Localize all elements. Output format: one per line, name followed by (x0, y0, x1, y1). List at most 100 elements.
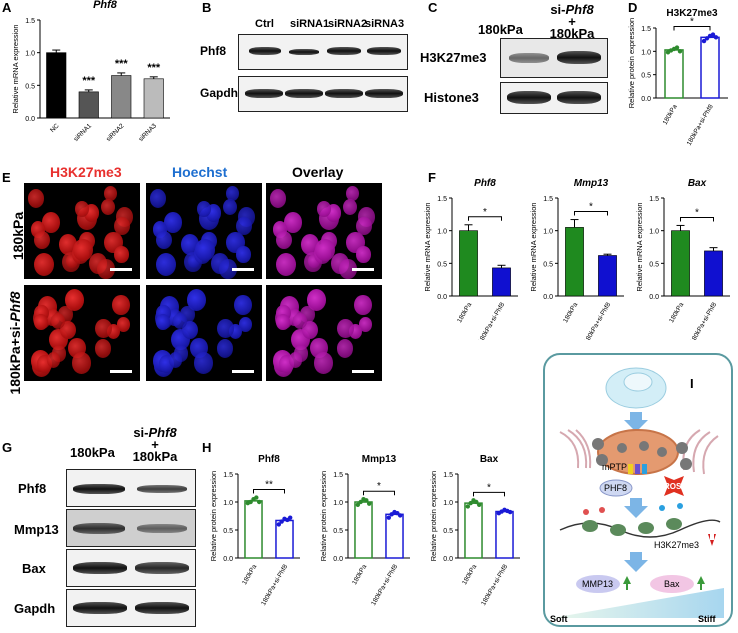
cell-blob (605, 367, 667, 409)
bax-node (650, 575, 694, 593)
ros-label: ROS (664, 482, 682, 491)
chart-d-ytick-label-2: 1.0 (641, 49, 651, 56)
micro-tile-r1-c1 (24, 183, 140, 279)
scale-bar (352, 370, 374, 373)
nucleus (314, 352, 333, 374)
blot-b-col-3: siRNA2 (328, 18, 368, 30)
panel-c-western-blot: 180kPa si-Phf8 +180kPa H3K27me3 Histone3 (420, 0, 610, 130)
chart-f2-bar-1 (598, 255, 617, 297)
nucleus (94, 339, 112, 359)
blot-g-row-2: Mmp13 (14, 522, 59, 537)
channel-hoechst-label: Hoechst (172, 164, 228, 180)
nucleus (112, 295, 130, 316)
scale-bar (110, 268, 132, 271)
panel-d-letter: D (628, 0, 638, 15)
chart-f1-ytick-label-0: 0.0 (437, 294, 447, 301)
chart-a-xlabel-1: siRNA1 (73, 122, 94, 143)
micro-tile-r1-c2 (146, 183, 262, 279)
chart-h2-bar-0 (354, 501, 373, 559)
chart-f2-ytick-label-0: 0.0 (543, 294, 553, 301)
blot-g-strip-3 (66, 549, 196, 587)
chart-h1-ytick-label-0: 0.0 (223, 556, 233, 563)
chart-a-ytick-label-3: 1.5 (25, 18, 35, 25)
chart-h3-title: Bax (480, 454, 499, 465)
chart-f1-bar-0 (459, 230, 478, 297)
micro-tile-r1-c3 (266, 183, 382, 279)
chart-h1-sig-star: ** (265, 480, 273, 491)
blot-c-row-1: H3K27me3 (420, 50, 487, 65)
panel-h-bar-charts: Phf8 0.0 0.5 1.0 1.5 Relative protein express… (209, 454, 520, 607)
chart-d-title: H3K27me3 (666, 8, 718, 19)
chart-f2-xlabel-1: 180kPa+si-Phf8 (583, 301, 612, 340)
chart-a-sig-1: *** (82, 75, 96, 87)
nucleus (354, 295, 372, 316)
nucleus (306, 288, 326, 311)
blot-g-strip-1 (66, 469, 196, 507)
blot-g-row-4: Gapdh (14, 601, 56, 616)
ion-circles (592, 438, 692, 470)
chart-d-ylabel: Relative protein expression (627, 18, 636, 108)
blot-c-col-1: 180kPa (478, 22, 523, 37)
phf8-label: PHF8 (604, 483, 627, 493)
panel-a-bar-chart: Phf8 0.0 0.5 1.0 1.5 Relative mRNA expression… (11, 0, 170, 143)
nucleus (197, 201, 211, 217)
blot-b-strip-2 (238, 76, 408, 112)
nucleus (234, 295, 252, 316)
nucleus (356, 216, 373, 236)
chart-h1-bar-0 (244, 500, 263, 559)
nucleus (186, 288, 206, 311)
chart-h1-xlabel-0: 180kPa (241, 563, 258, 586)
chart-h3-ytick-label-1: 0.5 (443, 528, 453, 535)
chart-d-point-0-3 (674, 45, 680, 50)
chart-a-sig-3: *** (147, 62, 161, 74)
nucleus (156, 230, 172, 249)
chart-f1-ytick-label-3: 1.5 (437, 196, 447, 203)
panel-g-western-blot: 180kPa si-Phf8 +180kPa Phf8 Mmp13 Bax Gap… (0, 425, 200, 630)
chart-f3-xlabel-0: 180kPa (668, 301, 685, 324)
blot-g-strip-4 (66, 589, 196, 627)
chart-h2-ytick-label-2: 1.0 (333, 500, 343, 507)
chart-f2-title: Mmp13 (574, 178, 609, 189)
nucleus (27, 189, 45, 209)
channel-overlay-label: Overlay (292, 164, 344, 180)
blot-g-col-2: si-Phf8 +180kPa (132, 425, 178, 464)
nucleus (216, 339, 234, 359)
chart-a-bar-2 (111, 75, 132, 119)
chart-a-ylabel: Relative mRNA expression (11, 24, 20, 113)
nucleus (75, 201, 89, 217)
chart-d-ytick-label-1: 0.5 (641, 73, 651, 80)
nucleus (34, 230, 50, 249)
chart-h1-point-1-0 (276, 522, 282, 527)
chart-h2-point-0-0 (355, 502, 361, 507)
chart-f3-ytick-label-0: 0.0 (649, 294, 659, 301)
nucleus (42, 212, 60, 233)
phf8-node (599, 479, 633, 497)
nucleus (339, 259, 357, 279)
down-arrow-3 (624, 552, 648, 572)
chart-h1-point-1-4 (287, 515, 293, 520)
scale-bar (352, 268, 374, 271)
nucleus (149, 189, 167, 209)
chart-f1-sig-star: * (483, 207, 487, 218)
chart-h1-title: Phf8 (258, 454, 280, 465)
chart-f2-ytick-label-2: 1.0 (543, 229, 553, 236)
chart-f2-bar-0 (565, 227, 584, 297)
chart-h2-point-1-0 (386, 515, 392, 520)
chart-h2-ylabel: Relative protein expression (319, 471, 328, 561)
chart-d-point-1-3 (710, 32, 716, 37)
nucleus (72, 352, 91, 374)
chart-f2-ylabel: Relative mRNA expression (529, 202, 538, 291)
nucleus (236, 245, 251, 263)
chart-h2-title: Mmp13 (362, 454, 397, 465)
chart-a-xlabel-0: NC (49, 122, 61, 134)
mptp-channels (628, 464, 647, 474)
ros-burst (664, 476, 684, 496)
nucleus (195, 238, 216, 262)
blot-b-row-1: Phf8 (200, 44, 227, 58)
blot-g-col-1: 180kPa (70, 445, 115, 460)
blot-g-strip-2 (66, 509, 196, 547)
nucleus (194, 352, 213, 374)
nucleus (117, 317, 130, 332)
chart-h1-point-0-3 (254, 495, 259, 500)
blot-g-row-1: Phf8 (18, 481, 47, 496)
